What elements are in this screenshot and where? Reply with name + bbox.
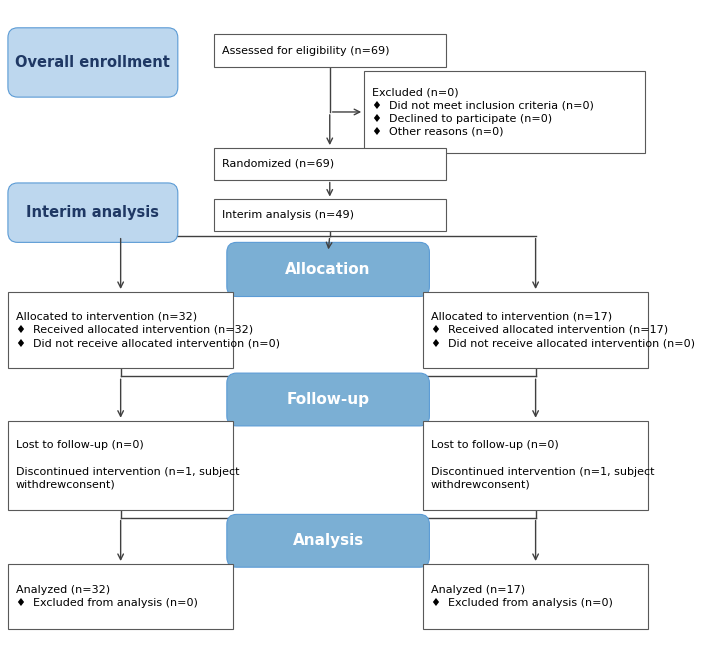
- FancyBboxPatch shape: [227, 514, 430, 568]
- Text: Assessed for eligibility (n=69): Assessed for eligibility (n=69): [222, 46, 389, 56]
- Text: Analyzed (n=32)
♦  Excluded from analysis (n=0): Analyzed (n=32) ♦ Excluded from analysis…: [16, 585, 198, 608]
- Text: Lost to follow-up (n=0)

Discontinued intervention (n=1, subject
withdrewconsent: Lost to follow-up (n=0) Discontinued int…: [430, 440, 654, 490]
- Text: Allocation: Allocation: [286, 262, 371, 277]
- Text: Lost to follow-up (n=0)

Discontinued intervention (n=1, subject
withdrewconsent: Lost to follow-up (n=0) Discontinued int…: [16, 440, 239, 490]
- FancyBboxPatch shape: [8, 292, 233, 368]
- FancyBboxPatch shape: [214, 148, 446, 180]
- Text: Allocated to intervention (n=17)
♦  Received allocated intervention (n=17)
♦  Di: Allocated to intervention (n=17) ♦ Recei…: [430, 312, 695, 348]
- Text: Follow-up: Follow-up: [286, 392, 369, 407]
- FancyBboxPatch shape: [227, 373, 430, 426]
- FancyBboxPatch shape: [8, 564, 233, 629]
- FancyBboxPatch shape: [423, 420, 648, 510]
- Text: Analysis: Analysis: [292, 533, 364, 548]
- FancyBboxPatch shape: [8, 183, 178, 243]
- FancyBboxPatch shape: [423, 564, 648, 629]
- FancyBboxPatch shape: [423, 292, 648, 368]
- FancyBboxPatch shape: [8, 420, 233, 510]
- Text: Excluded (n=0)
♦  Did not meet inclusion criteria (n=0)
♦  Declined to participa: Excluded (n=0) ♦ Did not meet inclusion …: [372, 87, 594, 137]
- FancyBboxPatch shape: [214, 34, 446, 68]
- FancyBboxPatch shape: [214, 200, 446, 231]
- Text: Allocated to intervention (n=32)
♦  Received allocated intervention (n=32)
♦  Di: Allocated to intervention (n=32) ♦ Recei…: [16, 312, 280, 348]
- FancyBboxPatch shape: [364, 71, 645, 153]
- Text: Analyzed (n=17)
♦  Excluded from analysis (n=0): Analyzed (n=17) ♦ Excluded from analysis…: [430, 585, 613, 608]
- Text: Interim analysis: Interim analysis: [26, 205, 159, 220]
- Text: Interim analysis (n=49): Interim analysis (n=49): [222, 210, 353, 220]
- Text: Overall enrollment: Overall enrollment: [15, 55, 170, 70]
- Text: Randomized (n=69): Randomized (n=69): [222, 159, 334, 169]
- FancyBboxPatch shape: [227, 243, 430, 296]
- FancyBboxPatch shape: [8, 28, 178, 97]
